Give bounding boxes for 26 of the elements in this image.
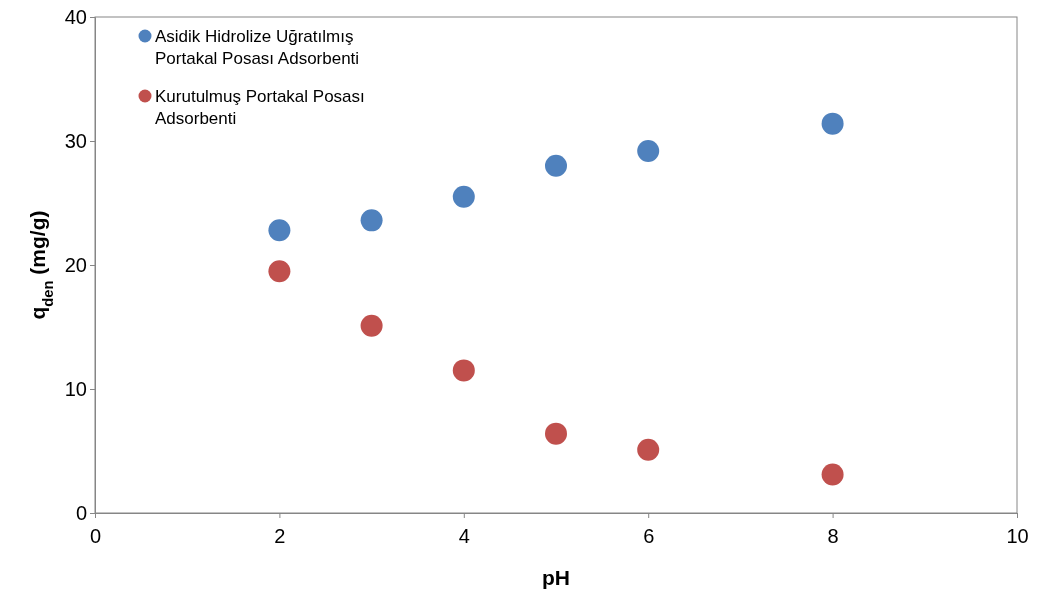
point (637, 139, 660, 162)
y-tick-label: 20 (64, 253, 87, 276)
point (545, 422, 567, 445)
x-tick-label: 4 (458, 525, 470, 547)
x-tick-label: 6 (643, 525, 655, 547)
y-tick-label: 30 (64, 129, 87, 152)
legend-label: Kurutulmuş Portakal Posası Adsorbenti (155, 87, 365, 129)
y-tick-label: 10 (64, 377, 87, 400)
point (452, 185, 475, 208)
legend-label: Asidik Hidrolize Uğratılmış Portakal Posası Adsorbenti (155, 27, 360, 69)
point (360, 314, 383, 337)
x-tick-label: 8 (827, 525, 839, 547)
point (545, 154, 567, 177)
point (268, 219, 291, 242)
point (821, 112, 844, 135)
x-tick-label: 2 (274, 525, 286, 547)
x-axis-title: pH (542, 566, 570, 589)
x-tick-label: 10 (1006, 525, 1029, 547)
point (821, 463, 844, 486)
x-tick-label: 0 (89, 525, 102, 547)
point (360, 209, 383, 232)
y-tick-label: 0 (75, 501, 87, 524)
point (637, 438, 660, 461)
y-tick-label: 40 (64, 5, 87, 28)
point (452, 359, 475, 382)
point (268, 260, 291, 283)
